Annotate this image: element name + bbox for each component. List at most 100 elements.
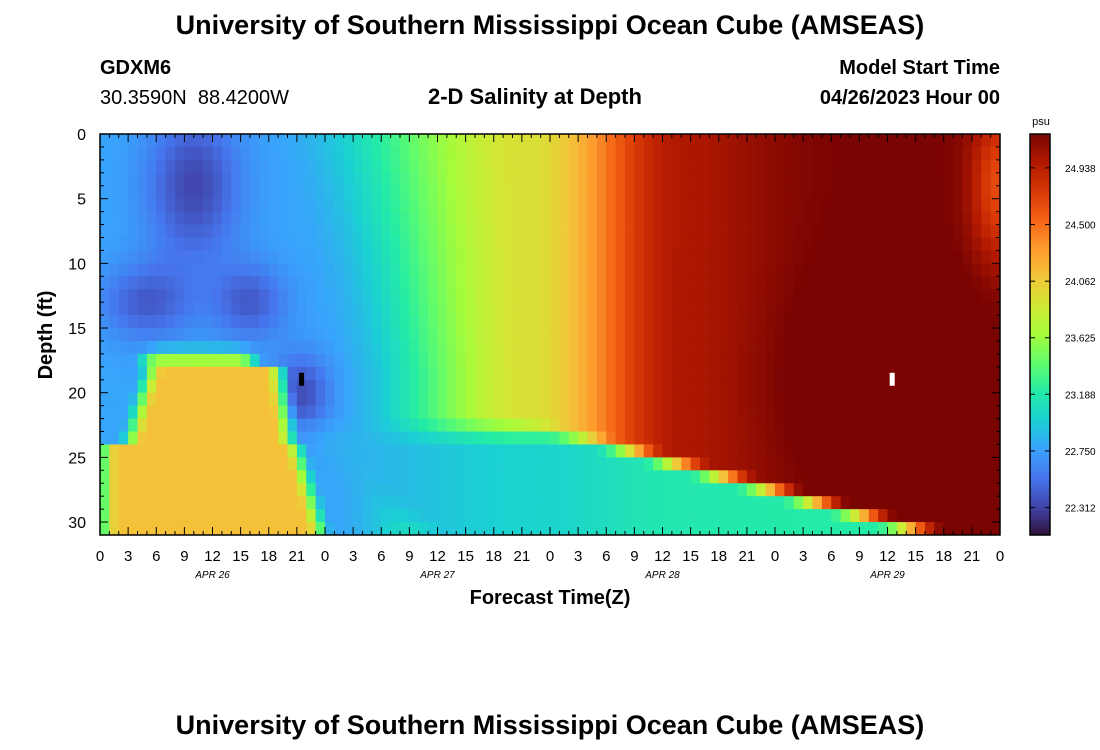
heatmap-cell <box>662 418 673 432</box>
heatmap-cell <box>859 353 870 368</box>
heatmap-cell <box>821 340 832 355</box>
heatmap-cell <box>353 134 363 148</box>
heatmap-cell <box>915 470 926 484</box>
heatmap-cell <box>100 185 110 200</box>
x-tick-label: 6 <box>152 548 160 565</box>
heatmap-cell <box>878 198 888 213</box>
heatmap-cell <box>475 185 485 200</box>
heatmap-cell <box>812 224 823 238</box>
heatmap-cell <box>118 496 129 510</box>
heatmap-cell <box>606 522 617 536</box>
heatmap-cell <box>971 198 982 213</box>
heatmap-cell <box>428 379 438 394</box>
heatmap-cell <box>653 159 663 174</box>
heatmap-cell <box>240 457 251 471</box>
heatmap-cell <box>193 522 204 536</box>
heatmap-cell <box>850 353 860 368</box>
heatmap-cell <box>437 379 448 394</box>
heatmap-cell <box>681 276 692 290</box>
y-axis-label: Depth (ft) <box>35 291 57 380</box>
heatmap-cell <box>915 444 926 458</box>
heatmap-cell <box>325 457 335 471</box>
heatmap-cell <box>681 392 692 407</box>
heatmap-cell <box>915 522 926 536</box>
heatmap-cell <box>821 444 832 458</box>
heatmap-cell <box>540 340 551 355</box>
heatmap-cell <box>353 340 363 355</box>
heatmap-cell <box>278 328 288 342</box>
heatmap-cell <box>709 134 720 148</box>
heatmap-cell <box>259 185 270 200</box>
heatmap-cell <box>728 289 738 303</box>
heatmap-cell <box>765 172 776 187</box>
heatmap-cell <box>156 418 167 432</box>
heatmap-cell <box>521 340 532 355</box>
heatmap-cell <box>437 366 448 381</box>
heatmap-cell <box>850 457 860 471</box>
heatmap-cell <box>259 159 270 174</box>
heatmap-cell <box>850 340 860 355</box>
heatmap-cell <box>100 159 110 174</box>
heatmap-cell <box>925 496 935 510</box>
heatmap-cell <box>203 444 213 458</box>
heatmap-cell <box>634 366 645 381</box>
heatmap-cell <box>156 496 167 510</box>
heatmap-cell <box>643 470 654 484</box>
heatmap-cell <box>587 353 598 368</box>
heatmap-cell <box>418 134 429 148</box>
heatmap-cell <box>662 263 673 277</box>
heatmap-cell <box>221 496 232 510</box>
heatmap-cell <box>812 457 823 471</box>
heatmap-cell <box>465 366 476 381</box>
heatmap-cell <box>700 237 710 251</box>
heatmap-cell <box>915 405 926 419</box>
heatmap-cell <box>990 263 1001 277</box>
heatmap-cell <box>596 250 607 264</box>
heatmap-cell <box>756 237 767 251</box>
heatmap-cell <box>381 457 392 471</box>
heatmap-cell <box>493 211 504 225</box>
heatmap-cell <box>475 392 485 407</box>
heatmap-cell <box>512 198 523 213</box>
heatmap-cell <box>128 276 138 290</box>
heatmap-cell <box>906 496 917 510</box>
heatmap-cell <box>296 185 307 200</box>
heatmap-cell <box>831 418 842 432</box>
heatmap-cell <box>465 250 476 264</box>
heatmap-cell <box>915 315 926 329</box>
heatmap-cell <box>118 366 129 381</box>
heatmap-cell <box>521 159 532 174</box>
heatmap-cell <box>540 134 551 148</box>
heatmap-cell <box>475 198 485 213</box>
heatmap-cell <box>493 405 504 419</box>
heatmap-cell <box>840 250 851 264</box>
heatmap-cell <box>728 263 738 277</box>
heatmap-cell <box>456 418 467 432</box>
heatmap-cell <box>400 366 410 381</box>
heatmap-cell <box>287 302 298 316</box>
heatmap-cell <box>559 457 570 471</box>
heatmap-cell <box>259 405 270 419</box>
heatmap-cell <box>165 431 176 445</box>
heatmap-cell <box>531 146 542 161</box>
heatmap-cell <box>353 379 363 394</box>
heatmap-cell <box>990 353 1001 368</box>
heatmap-cell <box>109 522 120 536</box>
heatmap-cell <box>484 496 495 510</box>
heatmap-cell <box>475 431 485 445</box>
heatmap-cell <box>784 418 795 432</box>
heatmap-cell <box>775 483 785 497</box>
heatmap-cell <box>765 302 776 316</box>
heatmap-cell <box>812 198 823 213</box>
heatmap-cell <box>821 405 832 419</box>
heatmap-cell <box>587 496 598 510</box>
heatmap-cell <box>353 444 363 458</box>
heatmap-cell <box>503 315 513 329</box>
heatmap-cell <box>934 418 945 432</box>
heatmap-cell <box>475 470 485 484</box>
heatmap-cell <box>943 211 954 225</box>
heatmap-cell <box>128 302 138 316</box>
heatmap-cell <box>371 198 382 213</box>
heatmap-cell <box>184 146 195 161</box>
heatmap-cell <box>353 470 363 484</box>
